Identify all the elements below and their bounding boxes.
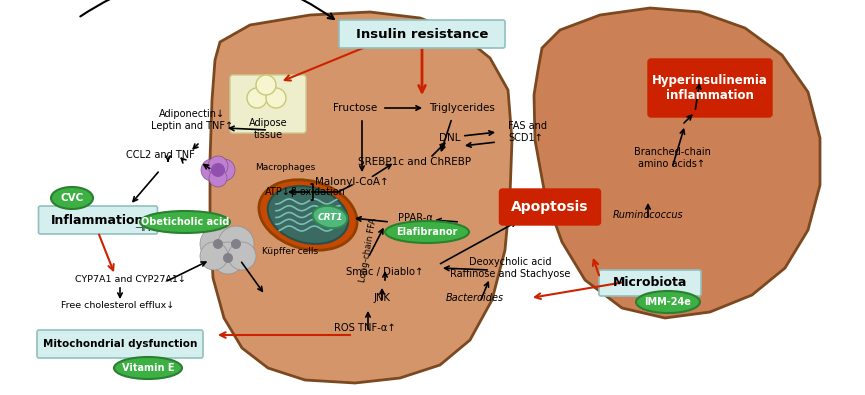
Text: Mitochondrial dysfunction: Mitochondrial dysfunction <box>42 339 197 349</box>
Circle shape <box>256 75 276 95</box>
Circle shape <box>218 226 254 262</box>
Text: Insulin resistance: Insulin resistance <box>356 28 488 41</box>
Text: Branched-chain
amino acids↑: Branched-chain amino acids↑ <box>633 147 710 169</box>
Text: Fructose: Fructose <box>333 103 377 113</box>
Circle shape <box>213 239 223 249</box>
Ellipse shape <box>268 186 349 244</box>
Text: SREBP1c and ChREBP: SREBP1c and ChREBP <box>358 157 471 167</box>
Circle shape <box>223 253 233 263</box>
FancyBboxPatch shape <box>339 20 505 48</box>
Circle shape <box>200 242 228 270</box>
FancyBboxPatch shape <box>39 206 157 234</box>
Text: CRT1: CRT1 <box>317 213 343 222</box>
Text: Long-chain FFA: Long-chain FFA <box>358 217 378 283</box>
Text: Macrophages: Macrophages <box>255 164 315 173</box>
FancyBboxPatch shape <box>230 75 306 133</box>
Text: ROS TNF-α↑: ROS TNF-α↑ <box>334 323 396 333</box>
Text: IMM-24e: IMM-24e <box>644 297 691 307</box>
Text: Inflammation: Inflammation <box>51 214 144 226</box>
Text: JNK: JNK <box>374 293 390 303</box>
Circle shape <box>231 239 241 249</box>
Text: Apoptosis: Apoptosis <box>511 200 589 214</box>
Text: Küpffer cells: Küpffer cells <box>262 248 318 256</box>
Circle shape <box>211 163 225 177</box>
Text: ATP↓: ATP↓ <box>265 187 291 197</box>
Text: FAS and
SCD1↑: FAS and SCD1↑ <box>508 121 547 143</box>
Text: DNL: DNL <box>439 133 461 143</box>
Text: β-oxidation: β-oxidation <box>291 187 345 197</box>
Ellipse shape <box>51 187 93 209</box>
Ellipse shape <box>259 180 357 250</box>
FancyBboxPatch shape <box>499 189 600 225</box>
Ellipse shape <box>385 221 469 243</box>
Circle shape <box>200 226 236 262</box>
Polygon shape <box>534 8 820 318</box>
Text: Deoxycholic acid
Raffinose and Stachyose: Deoxycholic acid Raffinose and Stachyose <box>450 257 570 279</box>
Text: ⊣FXR: ⊣FXR <box>134 223 162 233</box>
Text: Adiponectin↓
Leptin and TNF↑: Adiponectin↓ Leptin and TNF↑ <box>151 109 233 131</box>
Text: Obeticholic acid: Obeticholic acid <box>141 217 229 227</box>
Circle shape <box>266 88 286 108</box>
Text: Bacteroides: Bacteroides <box>446 293 504 303</box>
Text: PPAR-α: PPAR-α <box>398 213 432 223</box>
Text: Adipose
tissue: Adipose tissue <box>249 118 287 139</box>
Circle shape <box>208 156 228 176</box>
Text: CCL2 and TNF: CCL2 and TNF <box>125 150 195 160</box>
Circle shape <box>228 242 256 270</box>
Text: CVC: CVC <box>61 193 84 203</box>
Ellipse shape <box>114 357 182 379</box>
Circle shape <box>213 159 235 181</box>
Circle shape <box>212 242 244 274</box>
Text: Triglycerides: Triglycerides <box>429 103 495 113</box>
Text: Microbiota: Microbiota <box>612 276 687 290</box>
Text: Smac / Diablo↑: Smac / Diablo↑ <box>346 267 424 277</box>
Circle shape <box>201 159 223 181</box>
Text: Elafibranor: Elafibranor <box>396 227 458 237</box>
Ellipse shape <box>312 206 348 228</box>
Text: Ruminococcus: Ruminococcus <box>612 210 683 220</box>
Text: Hyperinsulinemia
inflammation: Hyperinsulinemia inflammation <box>652 74 768 102</box>
Text: Malonyl-CoA↑: Malonyl-CoA↑ <box>315 177 389 187</box>
Circle shape <box>247 88 267 108</box>
Text: Vitamin E: Vitamin E <box>122 363 174 373</box>
Ellipse shape <box>140 211 230 233</box>
Ellipse shape <box>636 291 700 313</box>
Polygon shape <box>210 12 512 383</box>
Circle shape <box>209 169 227 187</box>
FancyBboxPatch shape <box>599 270 701 296</box>
Text: CYP7A1 and CYP27A1↓: CYP7A1 and CYP27A1↓ <box>74 275 185 284</box>
Text: Free cholesterol efflux↓: Free cholesterol efflux↓ <box>61 301 175 310</box>
FancyBboxPatch shape <box>648 59 772 117</box>
FancyBboxPatch shape <box>37 330 203 358</box>
